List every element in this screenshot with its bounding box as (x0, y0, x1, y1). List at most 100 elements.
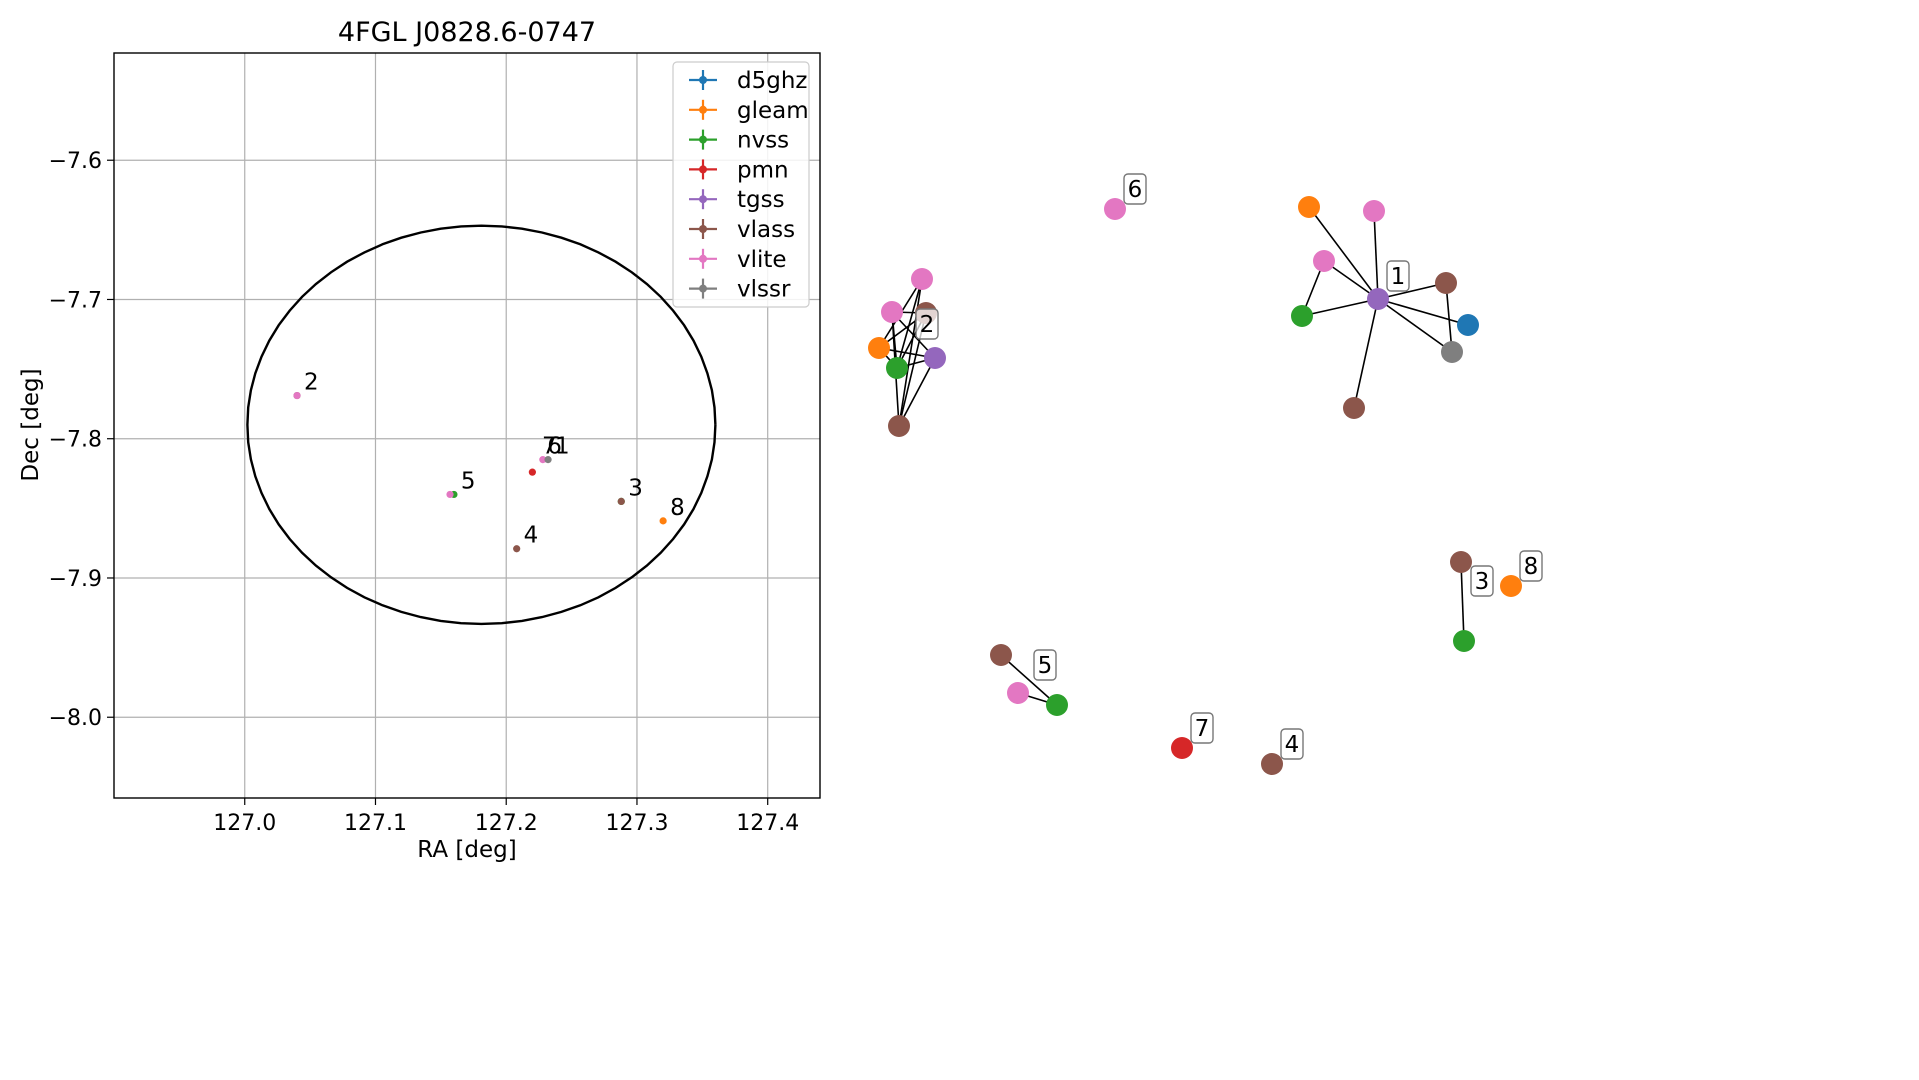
data-point (513, 545, 521, 553)
network-node (1441, 341, 1463, 363)
network-node (888, 415, 910, 437)
legend-marker (699, 135, 707, 144)
y-tick-label: −7.9 (49, 567, 102, 592)
network-label: 7 (1190, 712, 1214, 744)
legend-label: d5ghz (737, 68, 807, 94)
network-node (924, 347, 946, 369)
network-edge (1445, 282, 1453, 353)
data-point (659, 517, 667, 525)
scatter-plot: 2 5 761 3 8 4 127.0 127.1 127.2 127.3 127.4 −7.6 −7… (18, 17, 821, 863)
legend-entry-d5ghz: d5ghz (689, 68, 807, 94)
network-labels: 1 2 6 5 7 4 3 8 (915, 173, 1543, 760)
network-nodes (868, 196, 1522, 775)
legend: d5ghz gleam nvss pmn tgss vlass vlite vlssr (672, 61, 810, 308)
legend-label: vlite (737, 247, 787, 273)
data-point (617, 497, 625, 505)
point-label: 7 (542, 434, 557, 460)
network-node (1261, 753, 1283, 775)
legend-label: pmn (737, 157, 789, 183)
network-node (1453, 630, 1475, 652)
point-labels: 2 5 761 3 8 4 (304, 370, 685, 549)
legend-label: gleam (737, 98, 809, 124)
point-label: 8 (670, 495, 685, 521)
legend-marker (699, 165, 707, 174)
network-edge (1377, 282, 1447, 300)
network-label: 4 (1280, 728, 1304, 760)
grid-lines (114, 53, 820, 798)
axis-ticks: 127.0 127.1 127.2 127.3 127.4 −7.6 −7.7 −7.8 −7.… (49, 149, 800, 836)
network-edge (1460, 561, 1465, 642)
network-plot: 1 2 6 5 7 4 3 8 (868, 173, 1543, 775)
network-edge (1353, 298, 1379, 409)
legend-entry-pmn: pmn (689, 157, 789, 183)
network-label-box (1519, 550, 1543, 582)
data-points (293, 391, 667, 553)
legend-entry-gleam: gleam (689, 98, 809, 124)
legend-entry-vlssr: vlssr (689, 277, 791, 303)
y-tick-label: −7.7 (49, 288, 102, 313)
point-label: 2 (304, 370, 319, 396)
legend-marker (699, 195, 707, 204)
legend-entry-vlass: vlass (689, 217, 795, 243)
data-point (528, 468, 536, 476)
network-label-box (915, 308, 939, 340)
network-label-text: 2 (920, 312, 935, 338)
network-node (1298, 196, 1320, 218)
plot-frame (113, 52, 821, 799)
network-node (990, 644, 1012, 666)
network-node (1343, 397, 1365, 419)
network-node (1450, 551, 1472, 573)
network-label: 6 (1123, 173, 1147, 205)
data-point (446, 490, 454, 499)
point-label: 4 (524, 523, 539, 549)
network-edge (1301, 298, 1379, 317)
network-label: 8 (1519, 550, 1543, 582)
legend-marker (699, 105, 707, 114)
network-label: 5 (1033, 649, 1057, 681)
network-edge (1373, 210, 1379, 300)
network-edge (1308, 206, 1379, 300)
legend-label: nvss (737, 128, 789, 154)
legend-entry-nvss: nvss (689, 128, 789, 154)
network-node (1435, 272, 1457, 294)
error-ellipse (246, 224, 717, 626)
data-point (539, 456, 547, 464)
network-node (1367, 288, 1389, 310)
legend-marker (699, 284, 707, 293)
network-edge (1377, 298, 1469, 326)
network-label-text: 5 (1038, 653, 1053, 679)
network-label: 1 (1386, 260, 1410, 292)
network-node (1457, 314, 1479, 336)
network-label-box (1190, 712, 1214, 744)
network-node (1046, 694, 1068, 716)
network-node (911, 268, 933, 290)
legend-marker (699, 76, 707, 84)
network-label-box (1280, 728, 1304, 760)
network-label-box (1386, 260, 1410, 292)
network-label-text: 6 (1128, 177, 1143, 203)
network-node (1171, 737, 1193, 759)
legend-entry-tgss: tgss (689, 187, 785, 213)
legend-entry-vlite: vlite (689, 247, 787, 273)
legend-label: vlass (737, 217, 795, 243)
y-tick-label: −8.0 (49, 706, 102, 731)
network-label-text: 4 (1285, 732, 1300, 758)
network-label-text: 7 (1195, 716, 1210, 742)
y-tick-label: −7.6 (49, 149, 102, 174)
network-edge (898, 278, 923, 427)
point-label: 3 (628, 475, 643, 501)
legend-marker (699, 225, 707, 233)
network-node (1007, 682, 1029, 704)
x-tick-label: 127.1 (344, 811, 407, 836)
network-edge (1377, 298, 1453, 353)
network-label-text: 1 (1391, 264, 1406, 290)
legend-box (672, 61, 810, 308)
network-label-box (1470, 565, 1494, 597)
data-point (544, 456, 552, 464)
network-edge (898, 357, 936, 427)
y-tick-label: −7.8 (49, 428, 102, 453)
x-axis-label: RA [deg] (417, 837, 516, 863)
point-label: 1 (555, 434, 570, 460)
